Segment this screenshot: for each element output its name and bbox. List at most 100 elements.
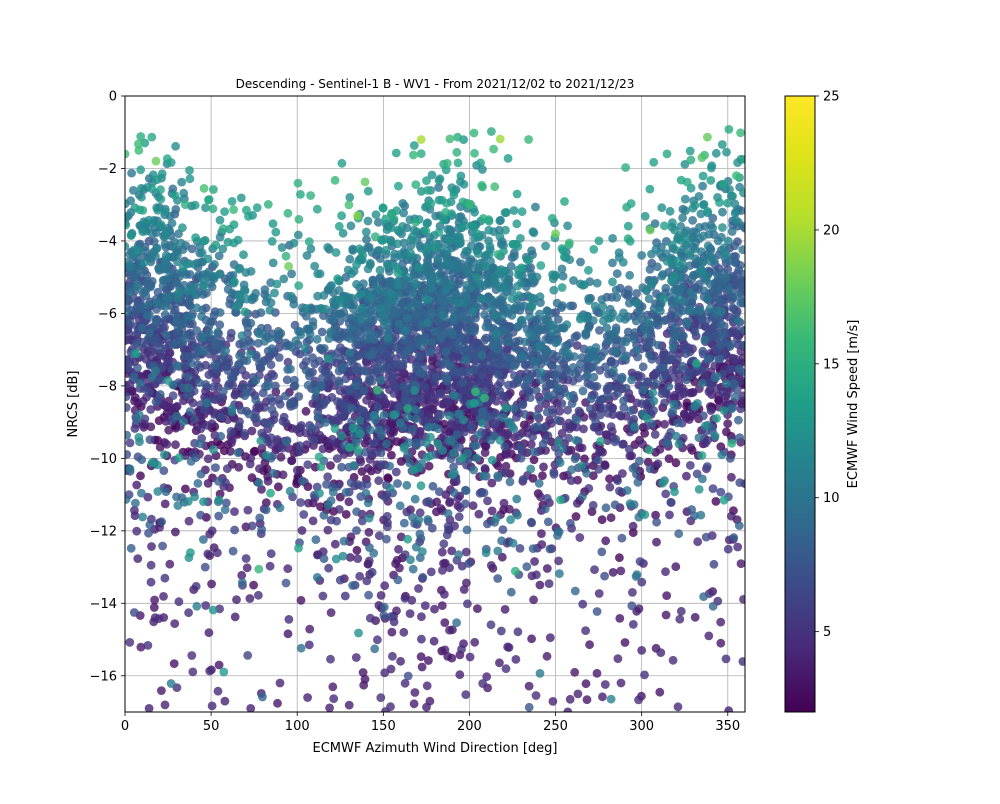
scatter-point: [318, 374, 327, 383]
scatter-point: [353, 554, 362, 563]
scatter-point: [223, 464, 232, 473]
scatter-point: [422, 703, 431, 712]
scatter-point: [208, 702, 217, 711]
scatter-point: [266, 562, 275, 571]
scatter-point: [613, 476, 622, 485]
scatter-point: [585, 354, 594, 363]
scatter-point: [423, 267, 432, 276]
scatter-point: [395, 564, 404, 573]
scatter-point: [147, 561, 156, 570]
scatter-point: [688, 216, 697, 225]
scatter-point: [716, 618, 725, 627]
scatter-point: [289, 300, 298, 309]
scatter-point: [244, 506, 253, 515]
scatter-point: [295, 441, 304, 450]
scatter-point: [639, 385, 648, 394]
scatter-point: [389, 428, 398, 437]
scatter-point: [387, 451, 396, 460]
scatter-point: [198, 333, 207, 342]
scatter-point: [194, 479, 203, 488]
scatter-point: [197, 312, 206, 321]
scatter-point: [500, 499, 509, 508]
scatter-point: [396, 657, 405, 666]
scatter-point: [209, 383, 218, 392]
scatter-point: [695, 433, 704, 442]
scatter-point: [276, 679, 285, 688]
scatter-point: [216, 233, 225, 242]
scatter-point: [438, 601, 447, 610]
scatter-point: [455, 299, 464, 308]
scatter-point: [510, 304, 519, 313]
scatter-point: [251, 395, 260, 404]
scatter-point: [662, 591, 671, 600]
scatter-point: [495, 387, 504, 396]
scatter-point: [152, 317, 161, 326]
scatter-point: [462, 548, 471, 557]
scatter-point: [469, 466, 478, 475]
scatter-point: [313, 335, 322, 344]
scatter-point: [173, 361, 182, 370]
scatter-point: [732, 355, 741, 364]
scatter-point: [620, 353, 629, 362]
scatter-point: [235, 351, 244, 360]
scatter-point: [616, 314, 625, 323]
scatter-point: [492, 514, 501, 523]
scatter-point: [517, 454, 526, 463]
scatter-point: [689, 271, 698, 280]
scatter-point: [503, 431, 512, 440]
scatter-point: [543, 307, 552, 316]
scatter-point: [536, 292, 545, 301]
scatter-point: [380, 411, 389, 420]
scatter-point: [329, 694, 338, 703]
scatter-point: [260, 337, 269, 346]
scatter-point: [619, 397, 628, 406]
scatter-point: [150, 603, 159, 612]
scatter-point: [591, 418, 600, 427]
scatter-point: [543, 564, 552, 573]
scatter-point: [243, 651, 252, 660]
scatter-point: [216, 308, 225, 317]
scatter-point: [221, 505, 230, 514]
scatter-point: [607, 357, 616, 366]
scatter-point: [554, 383, 563, 392]
scatter-point: [136, 379, 145, 388]
scatter-point: [722, 428, 731, 437]
scatter-point: [162, 330, 171, 339]
scatter-point: [626, 499, 635, 508]
scatter-point: [497, 536, 506, 545]
scatter-point: [566, 519, 575, 528]
scatter-point: [659, 374, 668, 383]
scatter-point: [177, 239, 186, 248]
scatter-point: [348, 404, 357, 413]
scatter-point: [262, 506, 271, 515]
scatter-point: [526, 393, 535, 402]
scatter-point: [510, 362, 519, 371]
scatter-point: [437, 334, 446, 343]
scatter-point: [669, 656, 678, 665]
scatter-point: [566, 695, 575, 704]
scatter-point: [267, 549, 276, 558]
scatter-point: [362, 489, 371, 498]
scatter-point: [429, 394, 438, 403]
scatter-point: [164, 356, 173, 365]
scatter-point: [146, 405, 155, 414]
scatter-point: [246, 460, 255, 469]
scatter-point: [625, 271, 634, 280]
scatter-point: [673, 419, 682, 428]
scatter-point: [336, 343, 345, 352]
scatter-point: [192, 303, 201, 312]
scatter-point: [440, 590, 449, 599]
scatter-point: [572, 512, 581, 521]
scatter-point: [130, 273, 139, 282]
scatter-point: [688, 290, 697, 299]
scatter-point: [640, 671, 649, 680]
scatter-point: [553, 337, 562, 346]
scatter-point: [394, 360, 403, 369]
scatter-point: [352, 653, 361, 662]
scatter-point: [666, 498, 675, 507]
scatter-point: [151, 252, 160, 261]
scatter-point: [254, 478, 263, 487]
scatter-point: [482, 323, 491, 332]
scatter-point: [452, 618, 461, 627]
